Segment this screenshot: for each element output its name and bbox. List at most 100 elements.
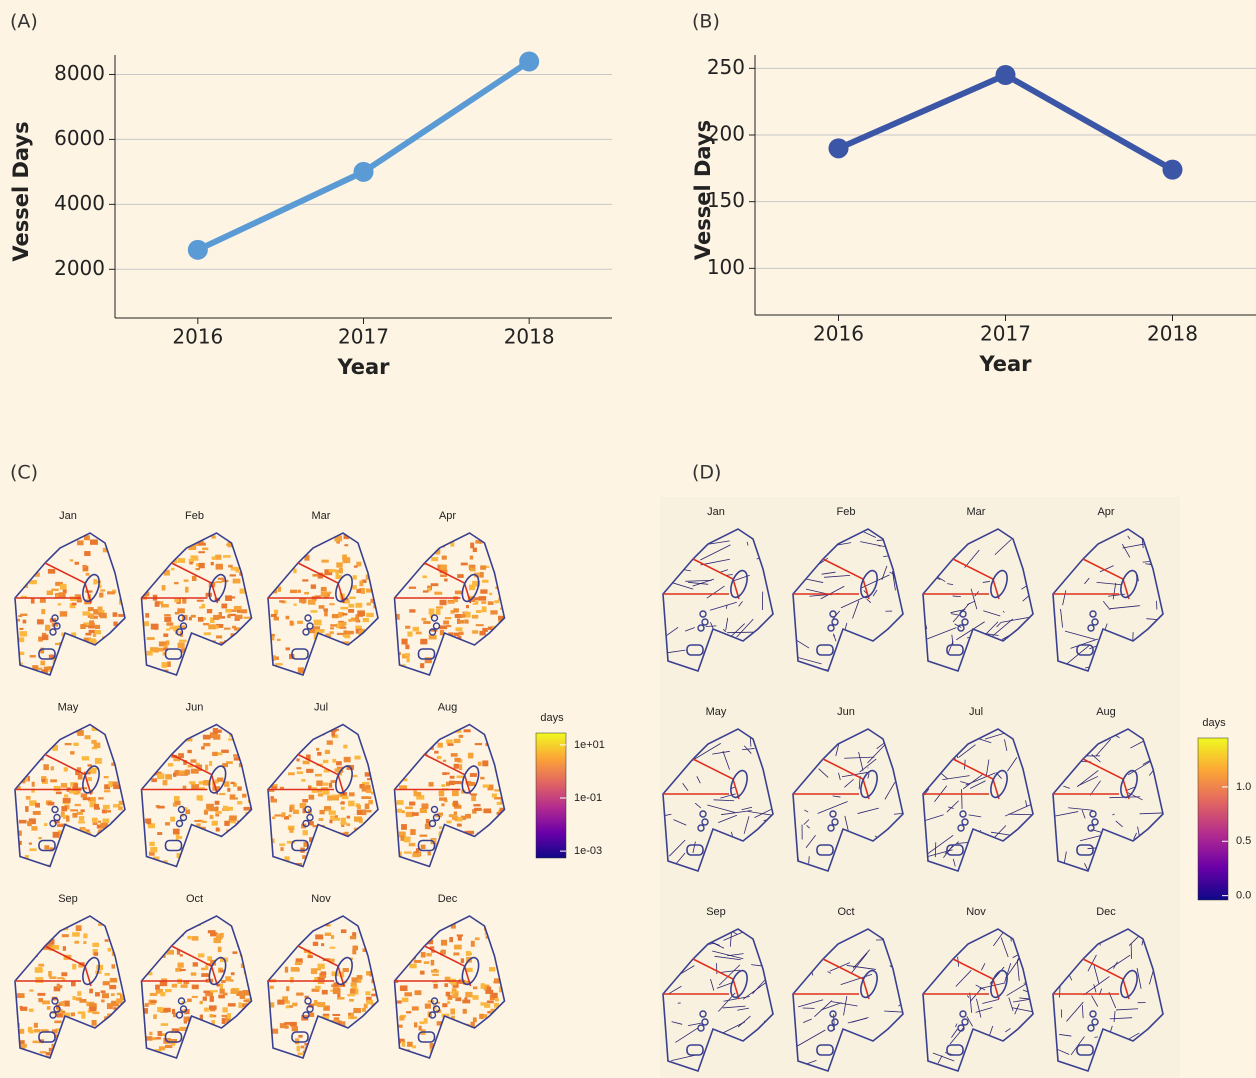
heat-cell <box>25 743 33 750</box>
zone <box>417 839 436 852</box>
heat-cell <box>92 942 100 947</box>
track <box>679 965 695 975</box>
heat-cell <box>104 973 110 976</box>
heat-cell <box>330 653 335 657</box>
month-label: Nov <box>311 893 331 905</box>
heat-cell <box>453 811 457 816</box>
track <box>892 571 896 591</box>
heat-cell <box>89 620 95 626</box>
heat-cell <box>451 988 457 994</box>
heat-cell <box>201 603 206 609</box>
heat-cell <box>476 861 483 867</box>
heat-cell <box>480 565 487 570</box>
heat-cell <box>167 661 171 667</box>
heat-cell <box>120 671 125 674</box>
heat-cell <box>373 562 377 567</box>
heat-cell <box>424 1003 431 1009</box>
heat-cell <box>363 553 368 556</box>
heat-cell <box>103 844 111 848</box>
heat-cell <box>347 858 354 862</box>
heat-cell <box>18 637 25 643</box>
heat-cell <box>301 779 306 782</box>
track <box>665 649 686 654</box>
heat-cell <box>185 650 193 656</box>
track <box>1133 832 1137 840</box>
heat-cell <box>395 808 403 813</box>
track <box>1065 644 1091 665</box>
heat-cell <box>52 944 60 950</box>
heat-cell <box>177 625 186 629</box>
heat-cell <box>78 662 87 666</box>
heat-cell <box>307 599 316 605</box>
heat-cell <box>413 1022 418 1028</box>
heat-cell <box>341 795 349 800</box>
heat-cell <box>124 956 125 960</box>
heat-cell <box>241 1003 249 1008</box>
colorbar-title: days <box>540 712 564 724</box>
track <box>798 999 824 1008</box>
heat-cell <box>432 973 439 976</box>
track <box>1109 1017 1133 1020</box>
heat-cell <box>330 624 337 627</box>
heat-cell <box>53 986 61 992</box>
heat-cell <box>420 663 425 669</box>
heat-cell <box>447 728 453 732</box>
track <box>1016 961 1020 981</box>
heat-cell <box>71 670 75 675</box>
heat-cell <box>204 1028 209 1031</box>
track <box>722 628 727 633</box>
heat-cell <box>314 977 318 982</box>
heat-cell <box>293 603 297 606</box>
heat-cell <box>344 600 350 604</box>
heat-cell <box>360 588 365 594</box>
heat-cell <box>177 962 184 968</box>
track <box>1112 582 1117 600</box>
heat-cell <box>277 952 284 958</box>
zone <box>959 610 967 618</box>
heat-cell <box>59 583 67 590</box>
heat-cell <box>458 734 464 738</box>
heat-cell <box>50 779 58 783</box>
data-point <box>1162 159 1183 180</box>
heat-cell <box>418 1025 422 1031</box>
heat-cell <box>229 574 236 577</box>
heat-cell <box>155 739 162 743</box>
heat-cell <box>442 725 446 731</box>
map <box>393 723 506 868</box>
heat-cell <box>314 595 321 599</box>
heat-cell <box>197 1025 206 1031</box>
heat-cell <box>90 639 97 644</box>
heat-cell <box>421 803 429 809</box>
heat-cell <box>453 952 460 956</box>
heat-cell <box>103 790 111 793</box>
heat-cell <box>43 764 49 771</box>
heat-cell <box>235 567 240 573</box>
zone <box>304 997 312 1005</box>
heat-cell <box>407 567 412 571</box>
heat-cell <box>227 787 231 792</box>
heat-cell <box>224 820 230 826</box>
heat-cell <box>284 1022 292 1025</box>
heat-cell <box>296 1045 301 1052</box>
heat-cell <box>203 742 211 747</box>
heat-cell <box>395 760 401 765</box>
heat-cell <box>290 589 298 594</box>
heat-cell <box>474 743 483 746</box>
heat-cell <box>487 626 493 630</box>
track <box>1113 1011 1116 1022</box>
heat-cell <box>85 572 90 576</box>
heat-cell <box>46 1006 51 1010</box>
texture <box>394 724 505 867</box>
track <box>838 772 841 781</box>
zone <box>961 1018 969 1026</box>
track <box>817 801 848 814</box>
heat-cell <box>452 1027 460 1033</box>
map <box>267 723 379 868</box>
heat-cell <box>274 947 280 950</box>
month-label: Apr <box>1097 506 1114 518</box>
heat-cell <box>77 844 84 851</box>
track <box>850 952 868 975</box>
heat-cell <box>215 810 222 814</box>
heat-cell <box>497 578 505 581</box>
heat-cell <box>47 939 55 945</box>
